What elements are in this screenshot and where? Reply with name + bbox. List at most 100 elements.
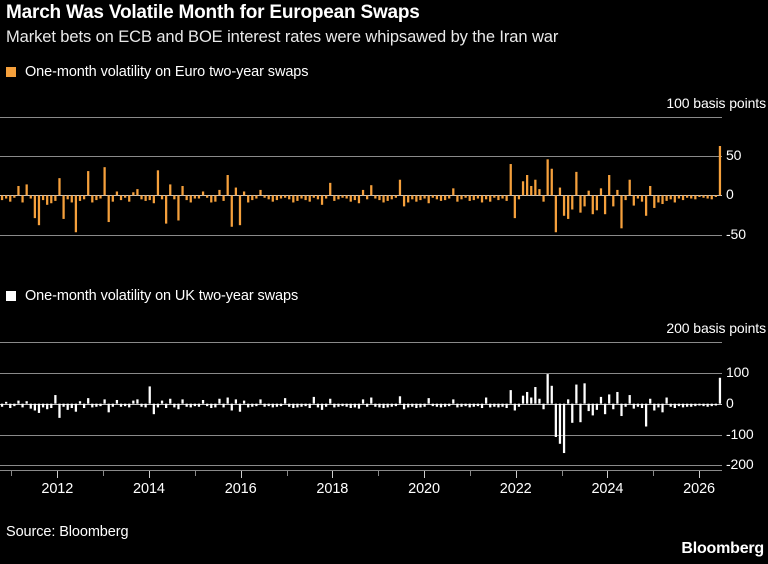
x-axis-tick — [241, 471, 242, 478]
bar — [226, 175, 229, 196]
bar — [357, 403, 361, 409]
bar — [398, 396, 402, 404]
x-axis-tick — [699, 471, 700, 478]
bar — [169, 398, 172, 404]
x-axis: 2012 2014 2016 2018 2020 2022 2024 2026 — [0, 470, 722, 508]
bar — [99, 195, 102, 199]
bar — [5, 401, 8, 404]
bar — [82, 195, 86, 200]
bar — [99, 403, 102, 407]
bar — [694, 403, 697, 407]
x-axis-line — [0, 470, 722, 471]
bar — [46, 403, 49, 410]
bar — [152, 195, 155, 204]
bar — [698, 403, 701, 406]
bar — [140, 195, 143, 200]
bar — [206, 195, 209, 198]
bar — [681, 403, 685, 408]
x-axis-tick-label: 2026 — [683, 481, 716, 497]
bar — [185, 195, 188, 201]
bar — [283, 195, 287, 198]
x-axis-tick — [653, 471, 654, 476]
bar — [300, 195, 303, 199]
bar — [58, 178, 61, 196]
bar — [201, 191, 205, 196]
bar — [657, 195, 660, 203]
plot-area — [0, 342, 722, 466]
bar — [710, 403, 713, 407]
bar — [111, 195, 114, 202]
bar — [181, 399, 184, 404]
bar — [25, 184, 28, 196]
bar — [218, 398, 221, 404]
bar — [160, 195, 164, 200]
bar — [41, 403, 45, 408]
bar — [702, 195, 705, 198]
bar — [329, 398, 332, 404]
bar — [505, 195, 508, 201]
bar — [677, 195, 681, 199]
chart-uk-swaps — [0, 342, 722, 470]
legend-item-uk[interactable]: One-month volatility on UK two-year swap… — [6, 288, 298, 304]
bar — [279, 403, 283, 407]
bar — [242, 400, 246, 404]
bar — [201, 399, 205, 404]
bar — [423, 403, 426, 407]
bar — [661, 195, 664, 205]
bar — [337, 195, 340, 200]
bar — [690, 403, 693, 407]
bar — [526, 391, 529, 404]
bar — [554, 195, 557, 233]
bar — [115, 399, 119, 404]
bar — [54, 395, 57, 404]
bar — [21, 403, 24, 408]
bar — [661, 403, 664, 413]
bar — [530, 397, 533, 404]
bar — [517, 195, 521, 200]
bar — [316, 195, 320, 200]
bar — [435, 195, 439, 200]
bar — [591, 195, 594, 215]
bar — [263, 195, 266, 198]
bar — [472, 195, 475, 201]
y-axis-tick-label: -200 — [726, 456, 754, 473]
bar — [386, 403, 389, 408]
bar — [415, 195, 418, 202]
bar — [595, 195, 599, 211]
bar — [591, 403, 594, 416]
bar — [521, 395, 525, 404]
bar — [505, 403, 508, 409]
bar — [382, 403, 385, 409]
bar — [608, 394, 611, 404]
y-axis-tick-label: 50 — [726, 147, 742, 164]
bar — [54, 195, 57, 201]
bar — [193, 403, 196, 407]
bar — [87, 398, 90, 404]
bar — [148, 195, 151, 201]
bar — [292, 195, 295, 203]
bar — [288, 403, 291, 407]
x-axis-tick-label: 2014 — [133, 481, 165, 497]
bar — [156, 170, 160, 196]
bar — [374, 403, 377, 407]
bar — [620, 195, 623, 229]
legend-item-euro[interactable]: One-month volatility on Euro two-year sw… — [6, 64, 309, 80]
bar — [669, 195, 672, 200]
bar — [29, 195, 32, 199]
bar — [144, 403, 147, 408]
bar — [13, 403, 16, 407]
bar — [132, 192, 135, 196]
bar — [407, 195, 410, 203]
bar — [390, 195, 393, 200]
bar — [361, 189, 365, 196]
bar — [144, 195, 147, 201]
bar — [320, 195, 324, 205]
bar — [706, 195, 709, 199]
bar — [443, 403, 447, 407]
x-axis-tick — [516, 471, 517, 478]
bar — [312, 396, 315, 404]
bar — [50, 403, 53, 409]
bar — [402, 195, 406, 207]
bar — [550, 385, 553, 404]
bar — [279, 195, 283, 199]
